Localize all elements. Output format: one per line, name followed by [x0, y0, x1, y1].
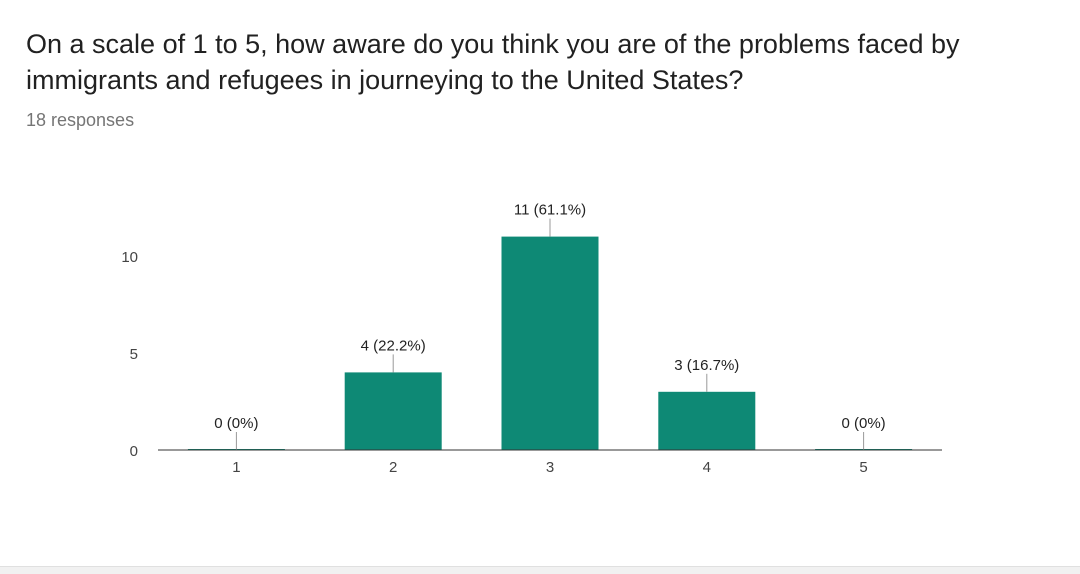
bar-3[interactable]: [501, 236, 599, 450]
response-count: 18 responses: [26, 110, 135, 130]
bar-4[interactable]: [658, 391, 756, 450]
y-tick-label: 10: [121, 249, 138, 266]
data-label-1: 0 (0%): [214, 415, 258, 432]
data-labels: 0 (0%) 4 (22.2%) 11 (61.1%) 3 (16.7%) 0 (0%): [214, 202, 885, 432]
card-bottom-border: [0, 566, 1080, 574]
data-label-leaders: [235, 218, 865, 450]
question-title: On a scale of 1 to 5, how aware do you t…: [26, 29, 960, 95]
data-label-5: 0 (0%): [842, 415, 886, 432]
x-axis-ticks: 1 2 3 4 5: [232, 459, 868, 476]
y-axis-ticks: 0 5 10: [121, 249, 138, 460]
x-tick-label: 5: [859, 459, 867, 476]
x-tick-label: 4: [703, 459, 711, 476]
data-label-4: 3 (16.7%): [674, 357, 739, 374]
bar-2[interactable]: [344, 372, 442, 450]
y-tick-label: 0: [130, 443, 138, 460]
data-label-3: 11 (61.1%): [514, 202, 586, 219]
x-tick-label: 3: [546, 459, 554, 476]
y-tick-label: 5: [130, 346, 138, 363]
x-tick-label: 1: [232, 459, 240, 476]
data-label-2: 4 (22.2%): [361, 337, 426, 354]
bars: [187, 236, 913, 450]
x-tick-label: 2: [389, 459, 397, 476]
